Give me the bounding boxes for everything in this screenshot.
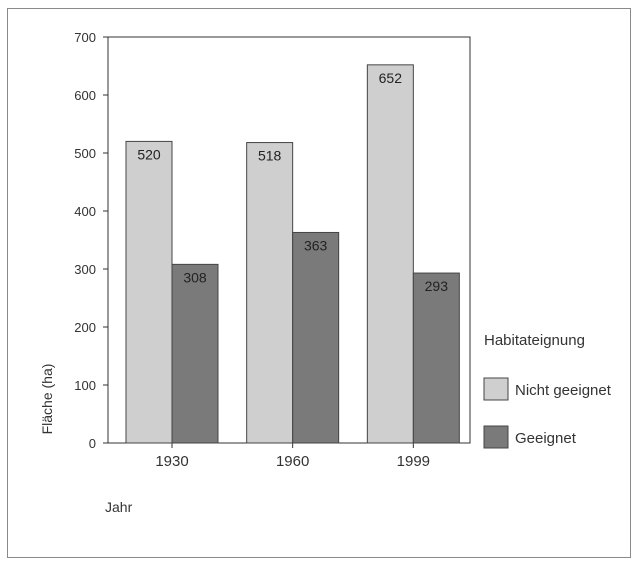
x-tick-label: 1930 <box>155 453 188 470</box>
x-tick-label: 1960 <box>276 453 309 470</box>
legend-swatch <box>483 377 509 401</box>
legend-title: Habitateignung <box>484 332 585 349</box>
bar <box>171 263 219 444</box>
x-tick-label: 1999 <box>397 453 430 470</box>
y-tick-label: 200 <box>74 320 96 335</box>
bar-value-label: 652 <box>379 70 403 86</box>
bar-value-label: 363 <box>304 237 328 253</box>
y-tick-label: 500 <box>74 146 96 161</box>
chart-frame <box>7 8 631 558</box>
y-tick-label: 400 <box>74 204 96 219</box>
bar-value-label: 518 <box>258 148 282 164</box>
bar-value-label: 308 <box>183 269 207 285</box>
axes: 0 100 200 300 400 500 600 700 1930 1960 1999 <box>74 30 471 470</box>
legend-swatch <box>483 425 509 449</box>
legend-label: Geeignet <box>515 430 577 447</box>
y-tick-label: 0 <box>89 436 96 451</box>
y-tick-label: 600 <box>74 88 96 103</box>
x-axis-title: Jahr <box>105 499 133 515</box>
y-tick-label: 100 <box>74 378 96 393</box>
bar-value-label: 293 <box>425 278 449 294</box>
y-tick-label: 700 <box>74 30 96 45</box>
y-tick-label: 300 <box>74 262 96 277</box>
bar <box>412 272 460 444</box>
y-axis-title: Fläche (ha) <box>39 364 55 435</box>
bar <box>246 142 294 444</box>
bar <box>292 231 340 444</box>
bar-value-label: 520 <box>137 146 161 162</box>
legend: Habitateignung Nicht geeignet Geeignet <box>483 332 612 449</box>
labels: 520 308 518 363 652 293 <box>137 70 448 294</box>
bar <box>125 140 173 444</box>
legend-label: Nicht geeignet <box>515 382 612 399</box>
bar <box>366 64 414 444</box>
bars <box>125 64 460 444</box>
